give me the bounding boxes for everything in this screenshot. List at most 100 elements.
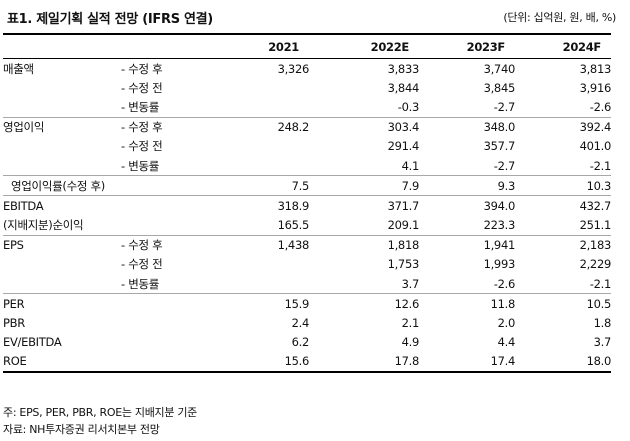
table-cell: 9.3 xyxy=(419,175,515,196)
row-label xyxy=(3,255,121,274)
table-cell: 2,183 xyxy=(515,234,611,255)
column-header: 2021 xyxy=(231,33,309,59)
row-label xyxy=(3,137,121,156)
unit-note: (단위: 십억원, 원, 배, %) xyxy=(503,11,616,24)
row-sublabel: - 수정 후 xyxy=(121,116,231,137)
table-cell: -2.7 xyxy=(493,158,516,173)
table-cell: 7.5 xyxy=(231,175,309,196)
table-cell: 165.5 xyxy=(277,218,310,233)
row-sublabel xyxy=(121,333,231,352)
table-cell xyxy=(231,274,309,294)
column-header: 2023F xyxy=(419,33,515,59)
table-cell: 17.8 xyxy=(309,351,419,374)
row-label: EBITDA xyxy=(3,195,121,216)
table-cell: -2.6 xyxy=(589,99,612,114)
table-cell: 1.8 xyxy=(593,316,612,331)
row-label: 영업이익 xyxy=(3,116,121,137)
table-cell: 3,833 xyxy=(387,61,420,76)
table-cell: 209.1 xyxy=(387,218,420,233)
table-cell: 7.9 xyxy=(309,175,419,196)
table-cell: 11.8 xyxy=(419,293,515,314)
table-row: 매출액 - 수정 후 3,326 3,833 3,740 3,813 xyxy=(3,59,611,79)
row-label: PBR xyxy=(3,316,25,331)
row-label: (지배지분)순이익 xyxy=(3,218,84,233)
row-label: ROE xyxy=(3,351,121,374)
table-cell: 318.9 xyxy=(231,195,309,216)
table-cell: 2.1 xyxy=(401,316,420,331)
table-cell: 4.4 xyxy=(497,335,516,350)
row-label: PER xyxy=(3,293,121,314)
footnotes: 주: EPS, PER, PBR, ROE는 지배지분 기준 자료: NH투자증… xyxy=(3,404,197,438)
table-cell: 348.0 xyxy=(419,116,515,137)
table-row: - 변동률 4.1 -2.7 -2.1 xyxy=(3,156,611,176)
table-cell: -2.7 xyxy=(493,99,516,114)
table-cell: 1,438 xyxy=(231,234,309,255)
table-cell: 2,229 xyxy=(579,257,612,272)
table-row: EBITDA 318.9 371.7 394.0 432.7 xyxy=(3,195,611,216)
table-cell: 432.7 xyxy=(515,195,611,216)
header-row: 2021 2022E 2023F 2024F xyxy=(3,33,611,59)
table-cell: 12.6 xyxy=(309,293,419,314)
row-sublabel: - 수정 전 xyxy=(121,257,163,272)
table-row: 영업이익 - 수정 후 248.2 303.4 348.0 392.4 xyxy=(3,116,611,137)
row-label xyxy=(3,78,121,97)
table-row: - 수정 전 291.4 357.7 401.0 xyxy=(3,137,611,156)
table-cell: 3,845 xyxy=(483,80,516,95)
table-cell: -0.3 xyxy=(397,99,420,114)
table-row: (지배지분)순이익 165.5 209.1 223.3 251.1 xyxy=(3,216,611,236)
table-row: - 변동률 3.7 -2.6 -2.1 xyxy=(3,274,611,294)
table-cell xyxy=(231,137,309,156)
row-label: 영업이익률(수정 후) xyxy=(3,175,231,196)
table-cell: 291.4 xyxy=(387,139,420,154)
row-label: 매출액 xyxy=(3,61,34,76)
table-cell: 401.0 xyxy=(579,139,612,154)
table-cell: 1,818 xyxy=(309,234,419,255)
table-cell: 15.6 xyxy=(231,351,309,374)
table-cell: 371.7 xyxy=(309,195,419,216)
table-cell: 4.1 xyxy=(401,158,420,173)
row-label xyxy=(3,97,121,117)
row-label xyxy=(3,274,121,294)
table-cell xyxy=(231,78,309,97)
table-cell: 357.7 xyxy=(483,139,516,154)
table-cell: 1,993 xyxy=(483,257,516,272)
row-sublabel: - 수정 후 xyxy=(121,61,163,76)
row-sublabel: - 수정 전 xyxy=(121,80,163,95)
table-cell: 394.0 xyxy=(419,195,515,216)
table-row: - 변동률 -0.3 -2.7 -2.6 xyxy=(3,97,611,117)
table-row: EPS - 수정 후 1,438 1,818 1,941 2,183 xyxy=(3,234,611,255)
table-cell: -2.6 xyxy=(493,276,516,291)
table-cell: 3.7 xyxy=(593,335,612,350)
table-cell: 2.4 xyxy=(291,316,310,331)
table-cell: 251.1 xyxy=(579,218,612,233)
table-row: PER 15.9 12.6 11.8 10.5 xyxy=(3,293,611,314)
row-sublabel: - 수정 전 xyxy=(121,139,163,154)
table-row: PBR 2.4 2.1 2.0 1.8 xyxy=(3,313,611,332)
table-cell: 223.3 xyxy=(483,218,516,233)
footnote: 주: EPS, PER, PBR, ROE는 지배지분 기준 xyxy=(3,406,198,419)
table-cell xyxy=(231,97,309,117)
table-row: EV/EBITDA 6.2 4.9 4.4 3.7 xyxy=(3,333,611,352)
source-note: 자료: NH투자증권 리서치본부 전망 xyxy=(3,423,160,436)
table-body: 매출액 - 수정 후 3,326 3,833 3,740 3,813 - 수정 전 3,844… xyxy=(3,59,612,374)
row-sublabel xyxy=(121,195,231,216)
table-cell: 1,941 xyxy=(419,234,515,255)
row-label: EPS xyxy=(3,234,121,255)
forecast-table: 2021 2022E 2023F 2024F 매출액 - 수정 후 3,326 3,8… xyxy=(3,33,612,374)
table-row: - 수정 전 3,844 3,845 3,916 xyxy=(3,78,611,97)
table-cell: 3,813 xyxy=(579,61,612,76)
row-sublabel xyxy=(121,216,231,236)
table-cell: 248.2 xyxy=(231,116,309,137)
table-cell: -2.1 xyxy=(589,158,612,173)
table-cell: 3,740 xyxy=(483,61,516,76)
row-sublabel: - 변동률 xyxy=(121,99,160,114)
table-cell: 18.0 xyxy=(515,351,611,374)
table-cell: 303.4 xyxy=(309,116,419,137)
row-sublabel xyxy=(121,313,231,332)
table-cell: -2.1 xyxy=(589,276,612,291)
table-cell: 3.7 xyxy=(401,276,420,291)
table-cell: 2.0 xyxy=(497,316,516,331)
row-label: EV/EBITDA xyxy=(3,335,62,350)
table-cell: 4.9 xyxy=(401,335,420,350)
column-header: 2022E xyxy=(309,33,419,59)
